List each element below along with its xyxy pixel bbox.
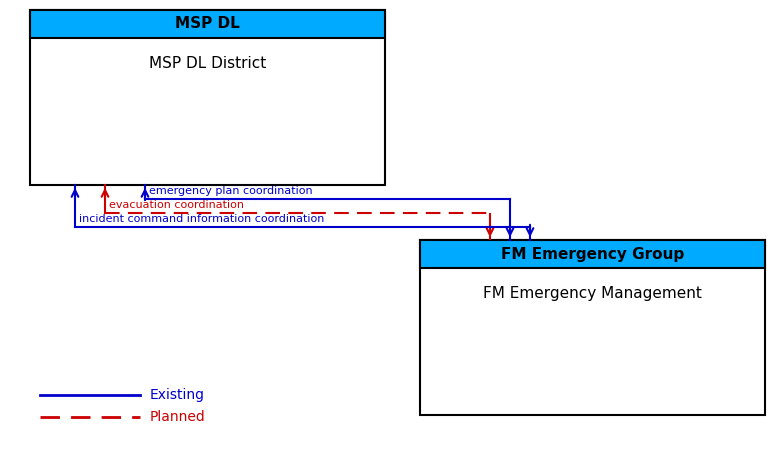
- Bar: [30, 10, 385, 38]
- Text: MSP DL District: MSP DL District: [149, 56, 266, 71]
- Text: FM Emergency Management: FM Emergency Management: [483, 286, 702, 301]
- Text: incident command information coordination: incident command information coordinatio…: [79, 214, 324, 224]
- Bar: [420, 240, 765, 415]
- Text: Existing: Existing: [150, 388, 205, 402]
- Text: MSP DL: MSP DL: [175, 16, 240, 31]
- Text: FM Emergency Group: FM Emergency Group: [501, 247, 684, 262]
- Text: evacuation coordination: evacuation coordination: [109, 200, 244, 210]
- Text: emergency plan coordination: emergency plan coordination: [149, 186, 312, 196]
- Text: Planned: Planned: [150, 410, 206, 424]
- Bar: [420, 240, 765, 268]
- Bar: [30, 10, 385, 185]
